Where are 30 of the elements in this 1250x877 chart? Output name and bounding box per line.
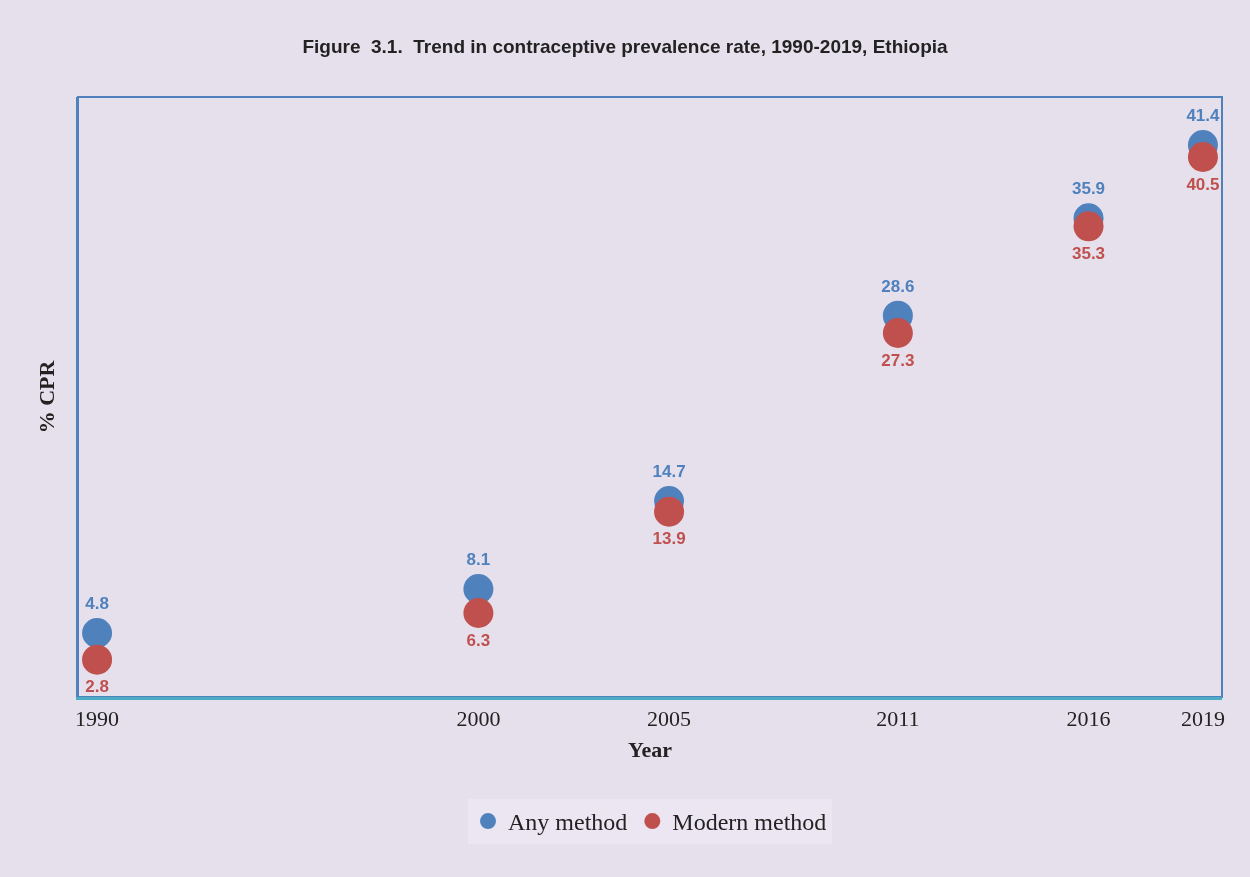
- data-label: 13.9: [652, 529, 686, 549]
- data-label: 35.3: [1071, 243, 1106, 263]
- legend-label: Any method: [508, 809, 628, 836]
- point: [1073, 211, 1104, 242]
- chart-title: Figure 3.1. Trend in contraceptive prevalence rate, 1990-2019, Ethiopia: [302, 35, 949, 57]
- point: [463, 598, 494, 628]
- point: [82, 618, 113, 648]
- x-tick-label: 2005: [647, 706, 692, 732]
- point: [654, 496, 685, 527]
- data-label: 2.8: [85, 677, 109, 697]
- data-label: 4.8: [85, 594, 109, 613]
- x-tick-label: 2000: [456, 706, 501, 732]
- data-label: 41.4: [1186, 106, 1221, 125]
- data-label: 28.6: [881, 276, 915, 296]
- data-label: 14.7: [652, 462, 686, 481]
- x-tick-label: 2019: [1180, 706, 1225, 732]
- data-label: 8.1: [466, 550, 491, 569]
- point: [882, 318, 913, 348]
- data-label: 6.3: [466, 630, 491, 650]
- x-tick-label: 1990: [75, 706, 120, 732]
- data-label: 35.9: [1071, 179, 1106, 199]
- x-axis-title: Year: [628, 737, 673, 763]
- legend-label: Modern method: [672, 809, 827, 836]
- point: [1187, 142, 1218, 172]
- x-tick-label: 2011: [876, 706, 920, 732]
- data-label: 40.5: [1186, 174, 1220, 194]
- y-axis-title: % CPR: [34, 359, 60, 434]
- point: [82, 644, 113, 675]
- data-label: 27.3: [881, 350, 915, 370]
- x-tick-label: 2016: [1066, 706, 1111, 732]
